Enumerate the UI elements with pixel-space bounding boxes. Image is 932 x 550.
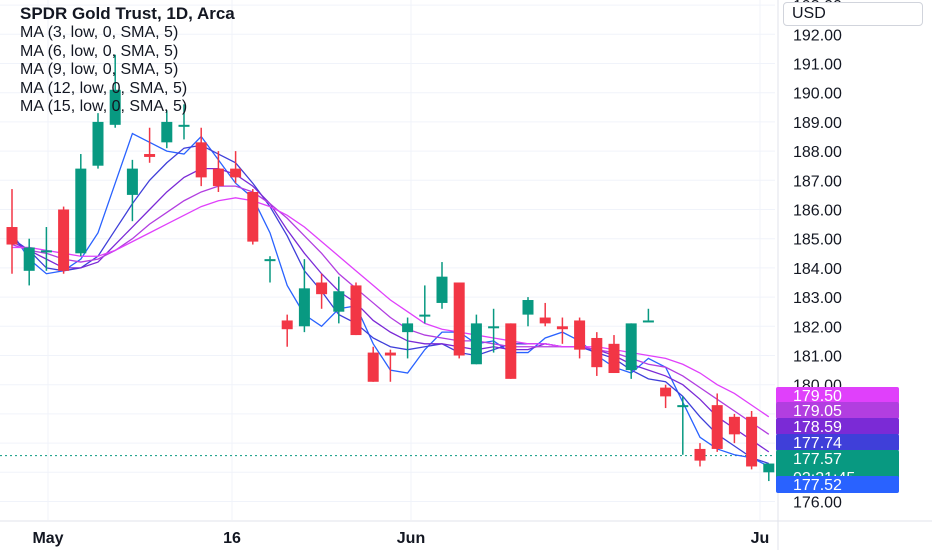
currency-label: USD [792,5,826,22]
y-tick-label: 186.00 [793,203,842,220]
candle-body [384,352,396,356]
candle-body [264,259,276,262]
price-label-bg [776,476,899,493]
y-tick-label: 187.00 [793,173,842,190]
price-label-text: 179.05 [793,403,842,420]
candle-body [746,416,758,467]
price-label-text: 179.50 [793,388,842,405]
symbol-title[interactable]: SPDR Gold Trust, 1D, Arca [20,4,235,23]
y-tick-label: 192.00 [793,27,842,44]
candle-body [126,168,138,195]
candle-body [247,191,259,242]
y-tick-label: 190.00 [793,86,842,103]
candle-body [92,121,104,166]
candle-body [350,285,362,336]
x-tick-label: May [32,530,63,547]
candle-body [195,142,207,178]
candle-body [677,405,689,408]
price-label-bg [776,402,899,419]
candle-body [402,323,414,333]
chart-legend: SPDR Gold Trust, 1D, Arca MA (3, low, 0,… [20,4,235,117]
candle-body [574,320,586,350]
legend-ma-9[interactable]: MA (9, low, 0, SMA, 5) [20,61,179,78]
candle-body [453,282,465,356]
candle-body [281,320,293,330]
candle-body [109,89,121,125]
candle-body [556,326,568,330]
candle-body [608,343,620,374]
y-tick-label: 182.00 [793,319,842,336]
candle-body [505,323,517,379]
candle-body [333,291,345,312]
candle-body [316,282,328,295]
ma-line-2 [11,167,770,453]
candle-body [75,168,87,254]
candle-body [625,323,637,371]
candle-body [522,300,534,315]
candle-body [23,247,35,271]
candle-body [470,323,482,365]
candle-body [178,124,190,127]
candle-body [298,288,310,327]
price-label-bg [776,418,899,435]
candle-body [6,227,18,245]
candle-body [58,209,70,271]
legend-ma-6[interactable]: MA (6, low, 0, SMA, 5) [20,42,179,60]
ma-line-1 [11,144,770,465]
y-tick-label: 189.00 [793,115,842,132]
candle-body [488,326,500,329]
candle-body [660,387,672,397]
y-tick-label: 176.00 [793,495,842,512]
candle-body [161,121,173,143]
y-tick-label: 183.00 [793,290,842,307]
y-tick-label: 184.00 [793,261,842,278]
price-label-text: 177.74 [793,435,842,452]
ma-line-3 [11,185,770,435]
candle-body [212,168,224,187]
currency-selector[interactable]: USD [783,2,923,26]
price-label-text: 178.59 [793,419,842,436]
candle-body [539,317,551,324]
price-label-bg [776,387,899,404]
candle-body [642,320,654,323]
candle-body [711,405,723,449]
candle-body [591,337,603,368]
price-label-text: 177.52 [793,477,842,494]
y-tick-label: 191.00 [793,57,842,74]
candle-body [144,154,156,157]
candle-body [230,168,242,178]
candle-body [367,352,379,382]
price-label-bg [776,434,899,451]
candle-body [40,250,52,253]
x-tick-label: Jun [397,530,425,547]
candle-body [763,463,775,473]
candle-body [436,276,448,303]
x-tick-label: Ju [751,530,770,547]
ma-line-4 [12,197,770,418]
legend-ma-15[interactable]: MA (15, low, 0, SMA, 5) [20,98,188,115]
legend-ma-3[interactable]: MA (3, low, 0, SMA, 5) [20,24,179,41]
y-tick-label: 185.00 [793,232,842,249]
y-tick-label: 188.00 [793,144,842,161]
legend-ma-12[interactable]: MA (12, low, 0, SMA, 5) [20,79,188,97]
candle-body [728,416,740,435]
price-label-text: 177.57 [793,451,842,468]
candle-body [694,448,706,461]
x-tick-label: 16 [223,530,241,547]
y-tick-label: 181.00 [793,349,842,366]
candle-body [419,314,431,317]
